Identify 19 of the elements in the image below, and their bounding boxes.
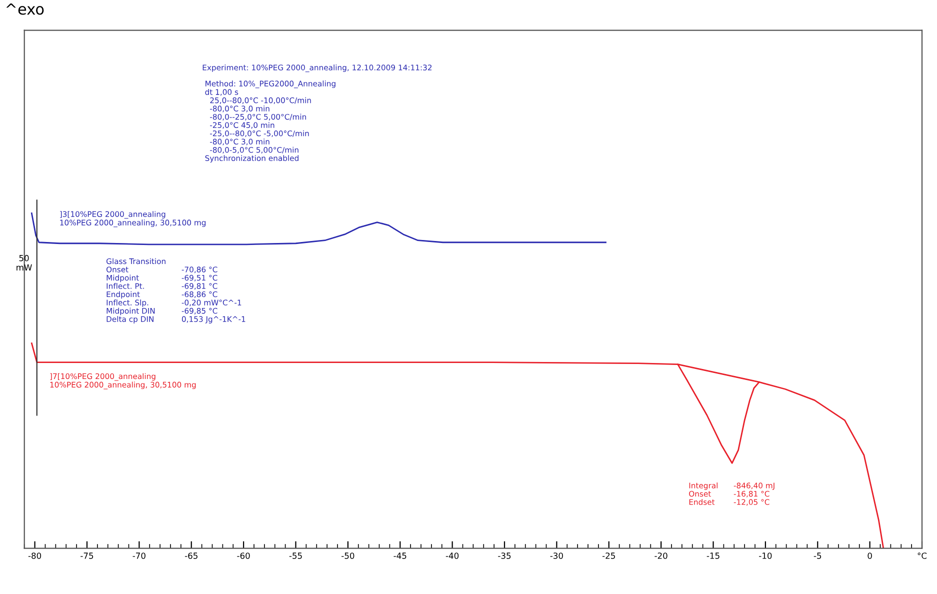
x-tick-label: -20 bbox=[654, 552, 668, 559]
x-tick-label: -40 bbox=[446, 552, 459, 559]
x-tick-label: -70 bbox=[132, 552, 146, 559]
x-tick-label: 0 bbox=[868, 552, 872, 559]
x-tick-label: -5 bbox=[814, 552, 822, 559]
x-tick-label: -30 bbox=[550, 552, 563, 559]
x-tick-label: -80 bbox=[28, 552, 42, 559]
x-tick-label: -65 bbox=[184, 552, 198, 559]
chart-title: ^exo bbox=[6, 3, 44, 15]
x-tick-label: -15 bbox=[706, 552, 720, 559]
x-tick-label: -75 bbox=[80, 552, 94, 559]
x-tick-label: -60 bbox=[237, 552, 250, 559]
x-tick-label: -25 bbox=[602, 552, 615, 559]
x-tick-label: -35 bbox=[498, 552, 511, 559]
x-tick-label: -50 bbox=[342, 552, 354, 559]
x-tick-label: -55 bbox=[289, 552, 302, 559]
x-tick-label: °C bbox=[918, 552, 927, 559]
x-tick-label: -45 bbox=[394, 552, 406, 559]
x-tick-label: -10 bbox=[759, 552, 772, 559]
